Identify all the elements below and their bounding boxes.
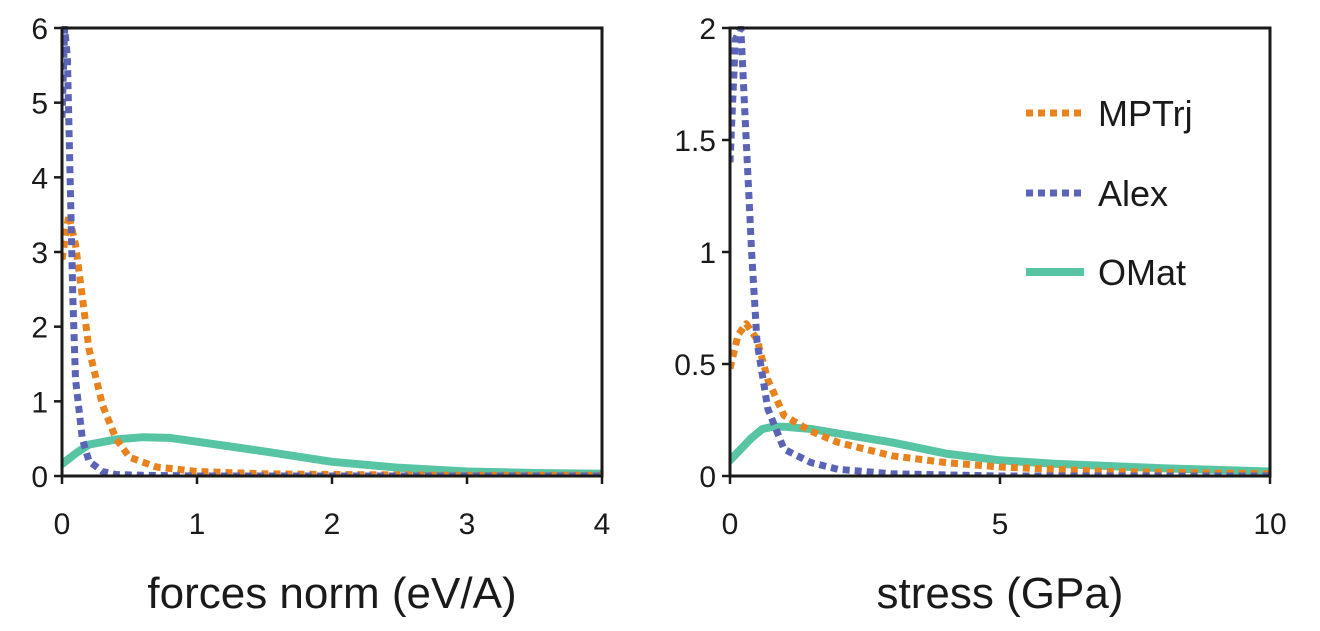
x-tick-label: 1 (189, 508, 206, 541)
legend-item-mptrj: MPTrj (1026, 93, 1193, 134)
x-axis-title: stress (GPa) (877, 569, 1124, 618)
y-tick-label: 0 (31, 461, 48, 494)
y-tick-label: 1.5 (674, 125, 716, 158)
legend-label-alex: Alex (1098, 173, 1168, 214)
legend-label-mptrj: MPTrj (1098, 93, 1193, 134)
series-line-omat (730, 422, 1270, 476)
x-axis-title: forces norm (eV/A) (147, 569, 516, 618)
x-tick-label: 2 (324, 508, 341, 541)
y-tick-label: 0.5 (674, 349, 716, 382)
y-tick-label: 3 (31, 237, 48, 270)
series-line-alex (62, 26, 602, 476)
y-tick-label: 4 (31, 162, 48, 195)
y-tick-label: 1 (31, 386, 48, 419)
chart-panel-1: 0 1 2 3 4 0 1 2 3 4 5 6 forces norm (eV/A) (31, 13, 610, 618)
series-line-mptrj (730, 320, 1270, 476)
legend-item-alex: Alex (1026, 173, 1168, 214)
y-tick-label: 1 (699, 237, 716, 270)
legend-label-omat: OMat (1098, 252, 1186, 293)
x-tick-label: 0 (54, 508, 71, 541)
series-group (62, 26, 602, 476)
x-tick-label: 3 (459, 508, 476, 541)
chart-panel-2: 0 5 10 0 0.5 1 1.5 2 stress (GPa) (674, 13, 1286, 618)
x-tick-label: 4 (594, 508, 611, 541)
series-line-omat (62, 433, 602, 476)
series-line-mptrj (62, 211, 602, 476)
x-tick-label: 0 (722, 508, 739, 541)
y-tick-label: 6 (31, 13, 48, 46)
x-tick-label: 10 (1253, 508, 1286, 541)
y-tick-label: 5 (31, 88, 48, 121)
legend-item-omat: OMat (1026, 252, 1186, 293)
x-tick-label: 5 (992, 508, 1009, 541)
y-tick-label: 2 (31, 312, 48, 345)
y-tick-label: 2 (699, 13, 716, 46)
y-tick-label: 0 (699, 461, 716, 494)
legend: MPTrj Alex OMat (1026, 93, 1193, 293)
plot-frame (60, 26, 604, 478)
